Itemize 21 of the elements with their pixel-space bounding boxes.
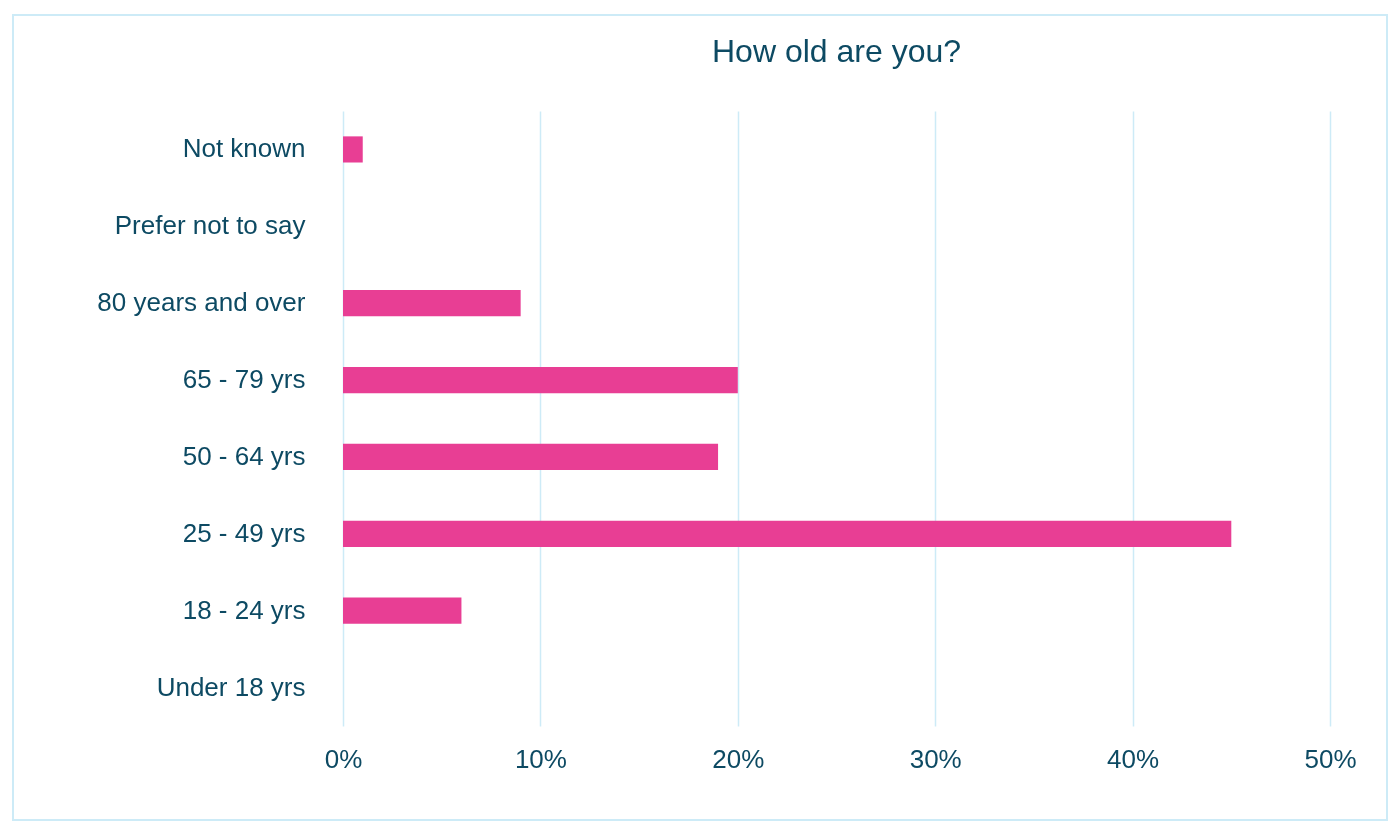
x-tick-label: 50%	[1304, 743, 1357, 774]
y-tick-label: 80 years and over	[97, 287, 306, 318]
bar	[343, 366, 738, 394]
y-tick-label: 50 - 64 yrs	[182, 440, 306, 471]
x-tick-label: 40%	[1107, 743, 1160, 774]
bar	[343, 290, 521, 317]
chart-title: How old are you?	[711, 33, 962, 69]
y-tick-label: 25 - 49 yrs	[182, 517, 306, 548]
y-tick-label: Prefer not to say	[114, 210, 306, 241]
bar	[343, 136, 363, 163]
x-tick-label: 10%	[514, 743, 567, 774]
y-tick-label: 18 - 24 yrs	[182, 594, 306, 625]
y-tick-label: Not known	[182, 133, 306, 164]
y-tick-label: Under 18 yrs	[156, 671, 306, 702]
bar	[343, 597, 462, 624]
bar	[343, 520, 1232, 547]
x-tick-label: 0%	[324, 743, 363, 774]
y-tick-label: 65 - 79 yrs	[182, 364, 306, 395]
x-tick-label: 30%	[909, 743, 962, 774]
x-tick-label: 20%	[712, 743, 765, 774]
bar	[343, 443, 719, 471]
